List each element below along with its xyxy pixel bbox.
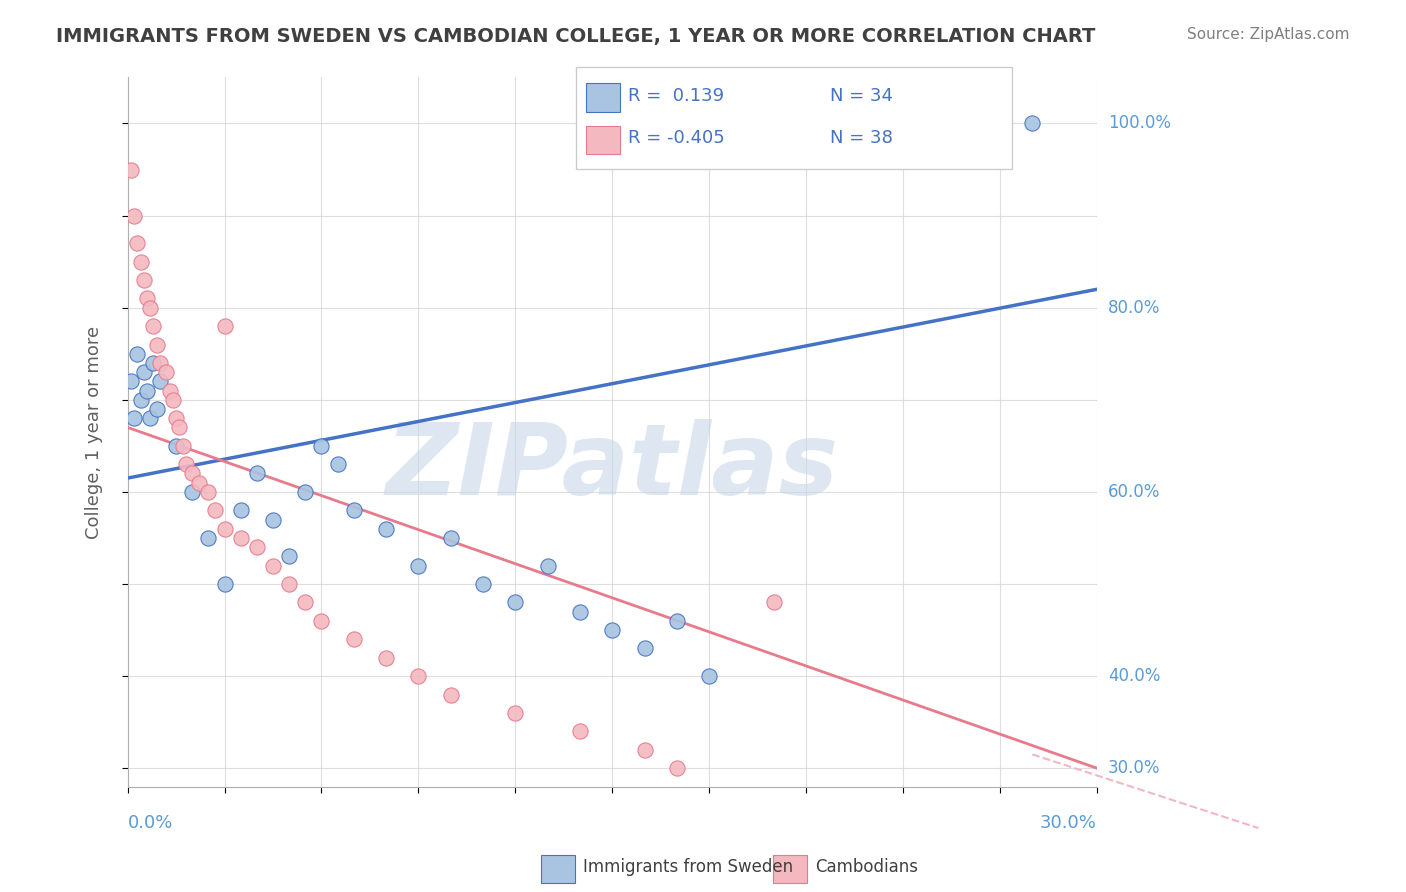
Point [246, 467, 269, 481]
Point [278, 549, 301, 564]
Point [633, 641, 655, 656]
Text: 80.0%: 80.0% [1108, 299, 1160, 317]
Point [136, 292, 159, 306]
Point [155, 365, 177, 379]
Text: N = 34: N = 34 [830, 87, 893, 105]
Point [600, 623, 623, 637]
Point [120, 162, 142, 177]
Point [172, 439, 194, 453]
Point [505, 706, 527, 720]
Point [169, 420, 191, 434]
Point [165, 411, 187, 425]
Point [537, 558, 560, 573]
Point [262, 512, 284, 526]
Point [665, 761, 688, 775]
Point [505, 595, 527, 609]
Point [262, 558, 284, 573]
Point [197, 531, 219, 545]
Point [294, 595, 316, 609]
Point [132, 365, 155, 379]
Point [762, 595, 785, 609]
Point [174, 457, 197, 471]
Text: 60.0%: 60.0% [1108, 483, 1160, 501]
Point [145, 337, 167, 351]
Point [159, 384, 181, 398]
Text: ZIPatlas: ZIPatlas [385, 419, 839, 516]
Text: 100.0%: 100.0% [1108, 114, 1171, 133]
Text: N = 38: N = 38 [830, 129, 893, 147]
Point [181, 467, 204, 481]
Point [568, 724, 591, 739]
Text: IMMIGRANTS FROM SWEDEN VS CAMBODIAN COLLEGE, 1 YEAR OR MORE CORRELATION CHART: IMMIGRANTS FROM SWEDEN VS CAMBODIAN COLL… [56, 27, 1095, 45]
Point [229, 503, 252, 517]
Point [375, 522, 398, 536]
Point [472, 577, 495, 591]
Text: Source: ZipAtlas.com: Source: ZipAtlas.com [1187, 27, 1350, 42]
Point [145, 402, 167, 417]
Point [162, 392, 184, 407]
Point [326, 457, 349, 471]
Point [127, 347, 149, 361]
Point [665, 614, 688, 628]
Point [142, 319, 165, 334]
Point [149, 375, 172, 389]
Point [408, 558, 430, 573]
Point [311, 439, 333, 453]
Point [129, 254, 152, 268]
Point [311, 614, 333, 628]
Point [139, 411, 162, 425]
Point [142, 356, 165, 370]
Point [181, 484, 204, 499]
Point [375, 650, 398, 665]
Point [343, 632, 366, 647]
Point [1021, 116, 1043, 130]
Point [214, 319, 236, 334]
Text: Immigrants from Sweden: Immigrants from Sweden [583, 858, 793, 876]
Y-axis label: College, 1 year or more: College, 1 year or more [86, 326, 103, 539]
Point [214, 522, 236, 536]
Point [149, 356, 172, 370]
Point [165, 439, 187, 453]
Text: R =  0.139: R = 0.139 [628, 87, 724, 105]
Point [139, 301, 162, 315]
Point [132, 273, 155, 287]
Point [246, 540, 269, 554]
Text: 30.0%: 30.0% [1040, 814, 1097, 832]
Point [204, 503, 226, 517]
Point [120, 375, 142, 389]
Text: 0.0%: 0.0% [128, 814, 173, 832]
Point [187, 475, 209, 490]
Point [343, 503, 366, 517]
Point [127, 236, 149, 251]
Point [568, 605, 591, 619]
Point [229, 531, 252, 545]
Point [440, 688, 463, 702]
Point [697, 669, 720, 683]
Point [408, 669, 430, 683]
Point [214, 577, 236, 591]
Text: 40.0%: 40.0% [1108, 667, 1160, 685]
Point [633, 743, 655, 757]
Text: Cambodians: Cambodians [815, 858, 918, 876]
Text: 30.0%: 30.0% [1108, 759, 1160, 777]
Text: R = -0.405: R = -0.405 [628, 129, 725, 147]
Point [122, 209, 145, 223]
Point [294, 484, 316, 499]
Point [129, 392, 152, 407]
Point [440, 531, 463, 545]
Point [197, 484, 219, 499]
Point [136, 384, 159, 398]
Point [122, 411, 145, 425]
Point [278, 577, 301, 591]
